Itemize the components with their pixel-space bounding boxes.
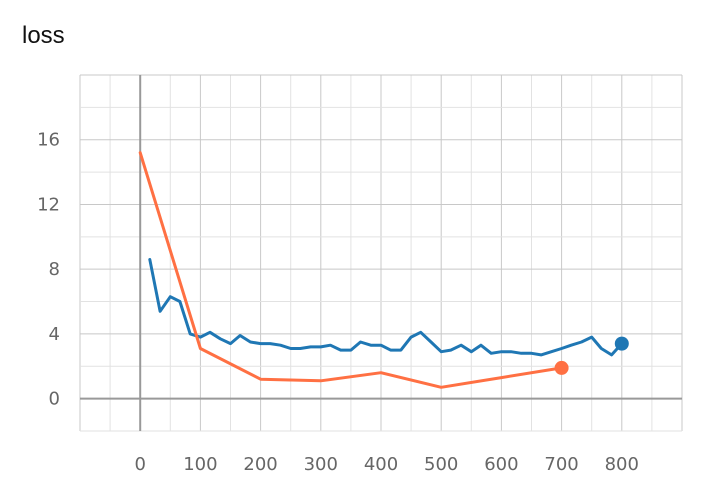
x-tick-label: 100 — [183, 454, 217, 475]
x-tick-label: 500 — [424, 454, 458, 475]
x-tick-label: 200 — [243, 454, 277, 475]
chart-title: loss — [22, 22, 65, 49]
x-tick-label: 800 — [605, 454, 639, 475]
series-1-line — [148, 258, 624, 357]
y-tick-label: 8 — [49, 259, 60, 280]
y-tick-label: 0 — [49, 389, 60, 410]
y-tick-label: 12 — [37, 194, 60, 215]
y-tick-label: 4 — [49, 324, 60, 345]
x-tick-label: 0 — [134, 454, 145, 475]
x-tick-label: 300 — [304, 454, 338, 475]
series-1-last-point — [614, 336, 629, 351]
series-2-last-point — [554, 360, 569, 375]
x-tick-label: 600 — [484, 454, 518, 475]
x-tick-label: 700 — [544, 454, 578, 475]
y-tick-label: 16 — [37, 130, 60, 151]
x-tick-label: 400 — [364, 454, 398, 475]
series-2-line — [138, 151, 564, 389]
